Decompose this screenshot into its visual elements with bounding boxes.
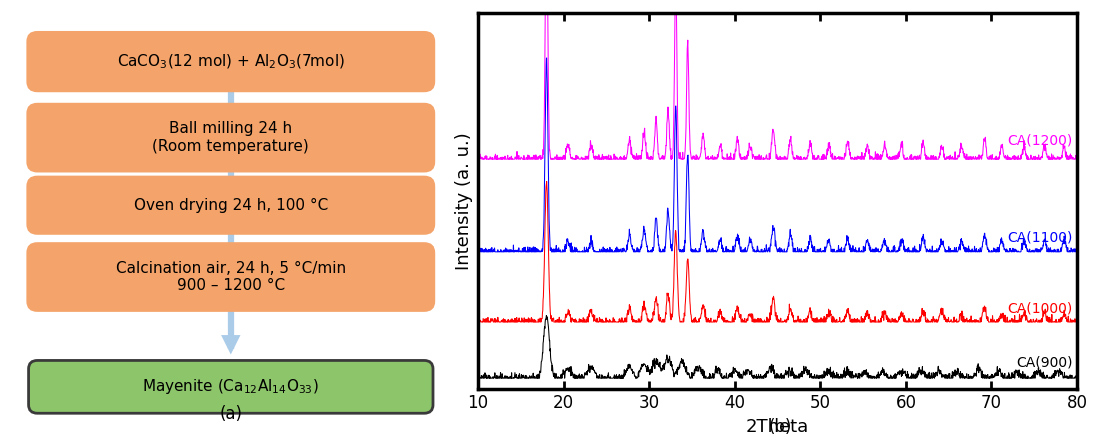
Text: CaCO$_3$(12 mol) + Al$_2$O$_3$(7mol): CaCO$_3$(12 mol) + Al$_2$O$_3$(7mol)	[116, 52, 345, 71]
Text: CA(1200): CA(1200)	[1008, 134, 1073, 148]
Y-axis label: Intensity (a. u.): Intensity (a. u.)	[455, 132, 473, 270]
Text: (b): (b)	[768, 418, 792, 436]
FancyBboxPatch shape	[26, 31, 435, 92]
X-axis label: 2Theta: 2Theta	[746, 418, 809, 436]
FancyBboxPatch shape	[29, 360, 433, 413]
FancyBboxPatch shape	[26, 242, 435, 312]
Text: (a): (a)	[220, 405, 242, 423]
Text: Ball milling 24 h
(Room temperature): Ball milling 24 h (Room temperature)	[153, 121, 309, 154]
Text: Oven drying 24 h, 100 °C: Oven drying 24 h, 100 °C	[134, 198, 328, 213]
FancyBboxPatch shape	[26, 103, 435, 172]
Text: Mayenite (Ca$_{12}$Al$_{14}$O$_{33}$): Mayenite (Ca$_{12}$Al$_{14}$O$_{33}$)	[143, 378, 319, 396]
Text: CA(1100): CA(1100)	[1008, 231, 1073, 245]
Text: CA(1000): CA(1000)	[1008, 301, 1073, 315]
Text: CA(900): CA(900)	[1017, 356, 1073, 370]
Text: Calcination air, 24 h, 5 °C/min
900 – 1200 °C: Calcination air, 24 h, 5 °C/min 900 – 12…	[115, 261, 346, 293]
FancyBboxPatch shape	[26, 176, 435, 235]
